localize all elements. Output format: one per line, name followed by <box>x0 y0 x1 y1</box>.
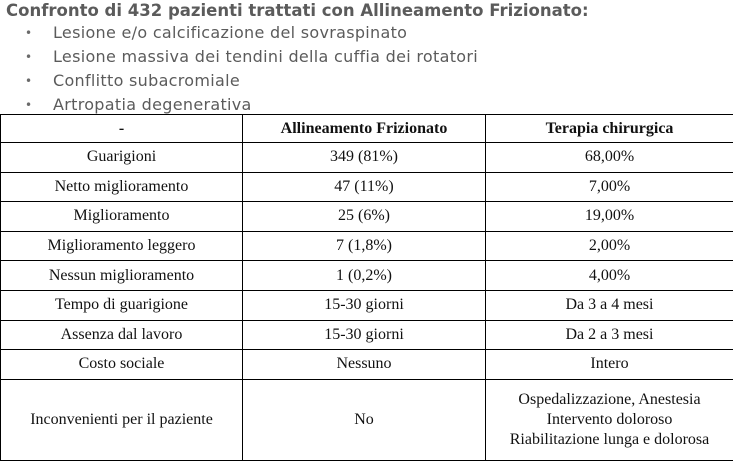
table-row: Miglioramento leggero 7 (1,8%) 2,00% <box>1 231 733 261</box>
table-row: Miglioramento 25 (6%) 19,00% <box>1 202 733 232</box>
surgery-value: Da 2 a 3 mesi <box>486 320 733 350</box>
condition-list: • Lesione e/o calcificazione del sovraspi… <box>6 21 733 117</box>
table-row: Guarigioni 349 (81%) 68,00% <box>1 143 733 173</box>
bullet-icon: • <box>25 69 32 93</box>
row-label: Miglioramento <box>1 202 243 232</box>
surgery-value: 19,00% <box>486 202 733 232</box>
surgery-value: 4,00% <box>486 261 733 291</box>
af-value: No <box>243 379 486 460</box>
row-label: Miglioramento leggero <box>1 231 243 261</box>
af-value: 7 (1,8%) <box>243 231 486 261</box>
surgery-value: Da 3 a 4 mesi <box>486 290 733 320</box>
surgery-value-line: Intervento doloroso <box>488 410 731 430</box>
af-value: 15-30 giorni <box>243 290 486 320</box>
table-row: Nessun miglioramento 1 (0,2%) 4,00% <box>1 261 733 291</box>
table-header-row: - Allineamento Frizionato Terapia chirur… <box>1 115 733 143</box>
surgery-value: 7,00% <box>486 172 733 202</box>
surgery-value: Intero <box>486 350 733 380</box>
list-item-text: Lesione massiva dei tendini della cuffia… <box>53 47 478 66</box>
row-label: Nessun miglioramento <box>1 261 243 291</box>
list-item: • Conflitto subacromiale <box>6 69 733 93</box>
column-header-surgery: Terapia chirurgica <box>486 115 733 143</box>
page-title: Confronto di 432 pazienti trattati con A… <box>6 0 733 21</box>
af-value: 25 (6%) <box>243 202 486 232</box>
surgery-value-line: Ospedalizzazione, Anestesia <box>488 390 731 410</box>
list-item-text: Conflitto subacromiale <box>53 71 240 90</box>
column-header-label: - <box>1 115 243 143</box>
row-label: Inconvenienti per il paziente <box>1 379 243 460</box>
table-row: Inconvenienti per il paziente No Ospedal… <box>1 379 733 460</box>
surgery-value: 2,00% <box>486 231 733 261</box>
row-label: Guarigioni <box>1 143 243 173</box>
bullet-icon: • <box>25 45 32 69</box>
list-item: • Lesione massiva dei tendini della cuffi… <box>6 45 733 69</box>
surgery-value: 68,00% <box>486 143 733 173</box>
table-row: Assenza dal lavoro 15-30 giorni Da 2 a 3… <box>1 320 733 350</box>
af-value: 1 (0,2%) <box>243 261 486 291</box>
row-label: Netto miglioramento <box>1 172 243 202</box>
row-label: Costo sociale <box>1 350 243 380</box>
af-value: 47 (11%) <box>243 172 486 202</box>
surgery-value: Ospedalizzazione, Anestesia Intervento d… <box>486 379 733 460</box>
list-item-text: Lesione e/o calcificazione del sovraspin… <box>53 23 407 42</box>
bullet-icon: • <box>25 21 32 45</box>
af-value: 349 (81%) <box>243 143 486 173</box>
af-value: Nessuno <box>243 350 486 380</box>
row-label: Tempo di guarigione <box>1 290 243 320</box>
table-row: Netto miglioramento 47 (11%) 7,00% <box>1 172 733 202</box>
row-label: Assenza dal lavoro <box>1 320 243 350</box>
comparison-table: - Allineamento Frizionato Terapia chirur… <box>0 114 733 461</box>
slide-header: Confronto di 432 pazienti trattati con A… <box>6 0 733 117</box>
surgery-value-line: Riabilitazione lunga e dolorosa <box>488 430 731 450</box>
list-item: • Lesione e/o calcificazione del sovraspi… <box>6 21 733 45</box>
table-row: Costo sociale Nessuno Intero <box>1 350 733 380</box>
column-header-af: Allineamento Frizionato <box>243 115 486 143</box>
list-item-text: Artropatia degenerativa <box>53 95 252 114</box>
af-value: 15-30 giorni <box>243 320 486 350</box>
table-row: Tempo di guarigione 15-30 giorni Da 3 a … <box>1 290 733 320</box>
